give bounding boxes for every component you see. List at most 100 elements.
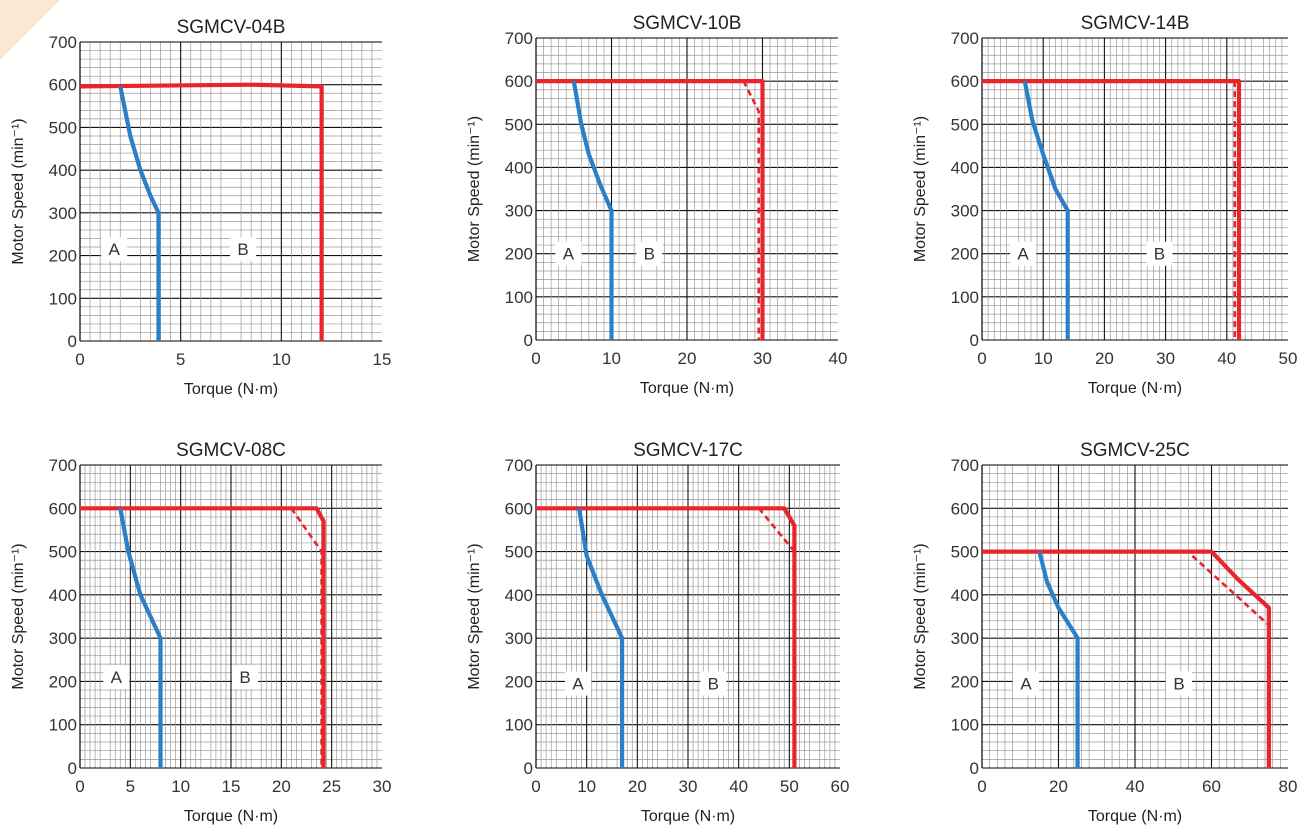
x-tick-label: 20 bbox=[678, 349, 697, 368]
y-tick-label: 100 bbox=[951, 288, 979, 307]
x-tick-label: 15 bbox=[222, 777, 241, 796]
x-tick-label: 60 bbox=[831, 777, 850, 796]
y-tick-label: 700 bbox=[951, 456, 979, 475]
chart-4: A B 0 100 200 300 400 500 600 700 0 5 10 15 20 25 30 SGMC… bbox=[10, 440, 391, 825]
intermittent-curve-dashed bbox=[757, 507, 796, 768]
y-tick-label: 0 bbox=[68, 759, 77, 778]
plot-area bbox=[80, 42, 382, 341]
y-axis-title: Motor Speed (min⁻¹) bbox=[466, 543, 483, 689]
x-tick-label: 10 bbox=[171, 777, 190, 796]
intermittent-curve-dashed bbox=[1191, 554, 1271, 768]
y-tick-label: 400 bbox=[951, 158, 979, 177]
x-tick-label: 20 bbox=[272, 777, 291, 796]
chart-title: SGMCV-08C bbox=[176, 440, 286, 461]
x-tick-label: 10 bbox=[272, 350, 291, 369]
y-tick-label: 200 bbox=[505, 672, 533, 691]
y-tick-label: 500 bbox=[505, 115, 533, 134]
x-tick-label: 20 bbox=[1095, 349, 1114, 368]
chart-1: A B 0 100 200 300 400 500 600 700 0 5 10 15 SGMCV-04B T… bbox=[10, 17, 391, 398]
x-tick-label: 0 bbox=[977, 777, 986, 796]
intermittent-curve bbox=[982, 549, 1271, 768]
region-label-b: B bbox=[1173, 675, 1184, 694]
y-tick-label: 0 bbox=[524, 759, 533, 778]
y-tick-label: 400 bbox=[49, 161, 77, 180]
y-axis-title: Motor Speed (min⁻¹) bbox=[912, 543, 929, 689]
y-tick-label: 300 bbox=[505, 629, 533, 648]
y-tick-label: 400 bbox=[951, 586, 979, 605]
y-tick-label: 200 bbox=[951, 245, 979, 264]
y-tick-label: 300 bbox=[49, 629, 77, 648]
x-tick-label: 60 bbox=[1202, 777, 1221, 796]
x-axis-title: Torque (N·m) bbox=[640, 380, 734, 397]
region-label-bg bbox=[1146, 241, 1173, 266]
region-label-a: A bbox=[109, 240, 121, 259]
chart-title: SGMCV-25C bbox=[1080, 440, 1190, 461]
y-tick-label: 700 bbox=[49, 33, 77, 52]
chart-6: A B 0 100 200 300 400 500 600 700 0 20 40 60 80 SGMCV-2… bbox=[912, 440, 1297, 825]
x-tick-label: 10 bbox=[577, 777, 596, 796]
y-tick-label: 100 bbox=[505, 716, 533, 735]
x-tick-label: 40 bbox=[1126, 777, 1145, 796]
plot-area bbox=[982, 38, 1288, 340]
continuous-curve bbox=[118, 507, 163, 768]
intermittent-curve bbox=[79, 82, 324, 341]
y-tick-label: 100 bbox=[49, 716, 77, 735]
y-axis-title: Motor Speed (min⁻¹) bbox=[912, 116, 929, 262]
x-tick-label: 50 bbox=[1279, 349, 1298, 368]
y-tick-label: 0 bbox=[68, 332, 77, 351]
x-tick-label: 20 bbox=[1049, 777, 1068, 796]
y-tick-label: 500 bbox=[49, 543, 77, 562]
region-label-bg bbox=[1010, 241, 1037, 266]
chart-5: A B 0 100 200 300 400 500 600 700 0 10 20 30 40 50 60 SGM… bbox=[466, 440, 849, 825]
continuous-curve bbox=[577, 507, 625, 768]
y-tick-label: 400 bbox=[505, 158, 533, 177]
x-tick-label: 30 bbox=[679, 777, 698, 796]
y-axis-title: Motor Speed (min⁻¹) bbox=[466, 116, 483, 262]
y-tick-label: 500 bbox=[951, 115, 979, 134]
chart-title: SGMCV-17C bbox=[633, 440, 743, 461]
x-tick-label: 80 bbox=[1279, 777, 1298, 796]
x-tick-label: 10 bbox=[602, 349, 621, 368]
x-tick-label: 5 bbox=[126, 777, 135, 796]
x-tick-label: 0 bbox=[977, 349, 986, 368]
x-tick-label: 25 bbox=[322, 777, 341, 796]
region-label-a: A bbox=[1017, 245, 1029, 264]
region-label-b: B bbox=[1154, 245, 1165, 264]
region-label-b: B bbox=[237, 240, 248, 259]
y-tick-label: 600 bbox=[505, 499, 533, 518]
y-tick-label: 100 bbox=[951, 716, 979, 735]
region-label-bg bbox=[565, 671, 592, 696]
y-tick-label: 0 bbox=[970, 759, 979, 778]
region-label-a: A bbox=[563, 245, 575, 264]
y-tick-label: 200 bbox=[505, 245, 533, 264]
y-tick-label: 0 bbox=[970, 331, 979, 350]
x-tick-label: 20 bbox=[628, 777, 647, 796]
region-label-bg bbox=[1012, 671, 1039, 696]
y-tick-label: 600 bbox=[951, 499, 979, 518]
x-tick-label: 40 bbox=[829, 349, 848, 368]
chart-3: A B 0 100 200 300 400 500 600 700 0 10 20 30 40 50 SGMCV… bbox=[912, 13, 1297, 397]
chart-2: A B 0 100 200 300 400 500 600 700 0 10 20 30 40 SGMCV-1… bbox=[466, 13, 847, 397]
x-tick-label: 40 bbox=[729, 777, 748, 796]
y-tick-label: 600 bbox=[951, 72, 979, 91]
x-tick-label: 5 bbox=[176, 350, 185, 369]
x-axis-title: Torque (N·m) bbox=[641, 808, 735, 825]
y-tick-label: 400 bbox=[505, 586, 533, 605]
y-tick-label: 600 bbox=[49, 76, 77, 95]
y-tick-label: 400 bbox=[49, 586, 77, 605]
x-axis-title: Torque (N·m) bbox=[1088, 380, 1182, 397]
x-tick-label: 10 bbox=[1034, 349, 1053, 368]
y-tick-label: 700 bbox=[951, 29, 979, 48]
y-tick-label: 700 bbox=[49, 456, 77, 475]
region-label-bg bbox=[700, 671, 727, 696]
y-tick-label: 200 bbox=[951, 672, 979, 691]
x-axis-title: Torque (N·m) bbox=[1088, 808, 1182, 825]
region-label-bg bbox=[555, 241, 582, 266]
y-tick-label: 600 bbox=[49, 499, 77, 518]
y-tick-label: 500 bbox=[951, 543, 979, 562]
x-tick-label: 30 bbox=[373, 777, 392, 796]
x-tick-label: 30 bbox=[1156, 349, 1175, 368]
chart-title: SGMCV-10B bbox=[633, 13, 742, 34]
continuous-curve bbox=[571, 80, 614, 340]
